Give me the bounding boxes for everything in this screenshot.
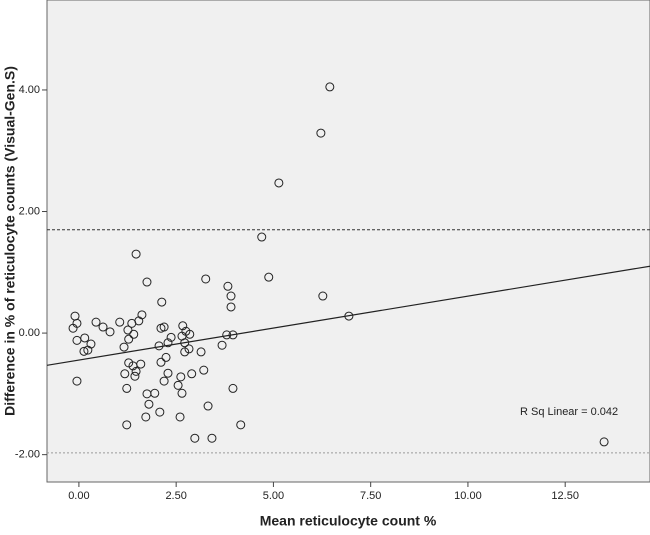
point (178, 321, 188, 331)
point (203, 401, 213, 411)
x-tick-label: 12.50 (551, 490, 579, 502)
x-tick-label: 0.00 (68, 490, 89, 502)
point (318, 291, 328, 301)
point (129, 329, 139, 339)
point (159, 322, 169, 332)
point (123, 325, 133, 335)
point (196, 347, 206, 357)
point (223, 281, 233, 291)
point (131, 366, 141, 376)
point (163, 368, 173, 378)
point (184, 344, 194, 354)
point (166, 332, 176, 342)
point (199, 365, 209, 375)
point (177, 388, 187, 398)
point (257, 232, 267, 242)
point (201, 274, 211, 284)
point (274, 178, 284, 188)
point (207, 433, 217, 443)
point (130, 371, 140, 381)
x-axis-title: Mean reticulocyte count % (260, 513, 437, 529)
point (264, 272, 274, 282)
annotation: R Sq Linear = 0.042 (520, 406, 618, 418)
point (80, 333, 90, 343)
point (120, 369, 130, 379)
point (176, 372, 186, 382)
point (175, 412, 185, 422)
y-tick-label: 0.00 (19, 327, 40, 339)
point (137, 310, 147, 320)
point (159, 376, 169, 386)
point (119, 342, 129, 352)
point (115, 317, 125, 327)
point (154, 341, 164, 351)
point (316, 128, 326, 138)
point (142, 277, 152, 287)
fit-line (46, 265, 650, 366)
point (156, 357, 166, 367)
y-tick-label: -2.00 (15, 449, 40, 461)
point (228, 330, 238, 340)
point (599, 437, 609, 447)
x-tick-label: 2.50 (165, 490, 186, 502)
point (144, 399, 154, 409)
point (325, 82, 335, 92)
point (181, 326, 191, 336)
point (72, 376, 82, 386)
point (157, 297, 167, 307)
point (122, 420, 132, 430)
point (68, 323, 78, 333)
point (79, 346, 89, 356)
point (131, 249, 141, 259)
point (228, 383, 238, 393)
y-tick-label: 2.00 (19, 205, 40, 217)
point (86, 339, 96, 349)
point (344, 311, 354, 321)
point (173, 380, 183, 390)
point (161, 352, 171, 362)
x-tick-label: 7.50 (360, 490, 381, 502)
point (124, 334, 134, 344)
point (155, 407, 165, 417)
point (236, 420, 246, 430)
point (163, 338, 173, 348)
point (105, 327, 115, 337)
point (187, 369, 197, 379)
point (180, 338, 190, 348)
point (217, 340, 227, 350)
point (226, 291, 236, 301)
plot-area (46, 0, 650, 483)
point (190, 433, 200, 443)
point (98, 322, 108, 332)
point (136, 359, 146, 369)
point (226, 302, 236, 312)
point (91, 317, 101, 327)
point (150, 388, 160, 398)
point (122, 383, 132, 393)
y-axis-title: Difference in % of reticulocyte counts (… (2, 66, 18, 416)
point (222, 330, 232, 340)
point (141, 412, 151, 422)
x-tick-label: 10.00 (454, 490, 482, 502)
y-tick-label: 4.00 (19, 84, 40, 96)
x-tick-label: 5.00 (263, 490, 284, 502)
